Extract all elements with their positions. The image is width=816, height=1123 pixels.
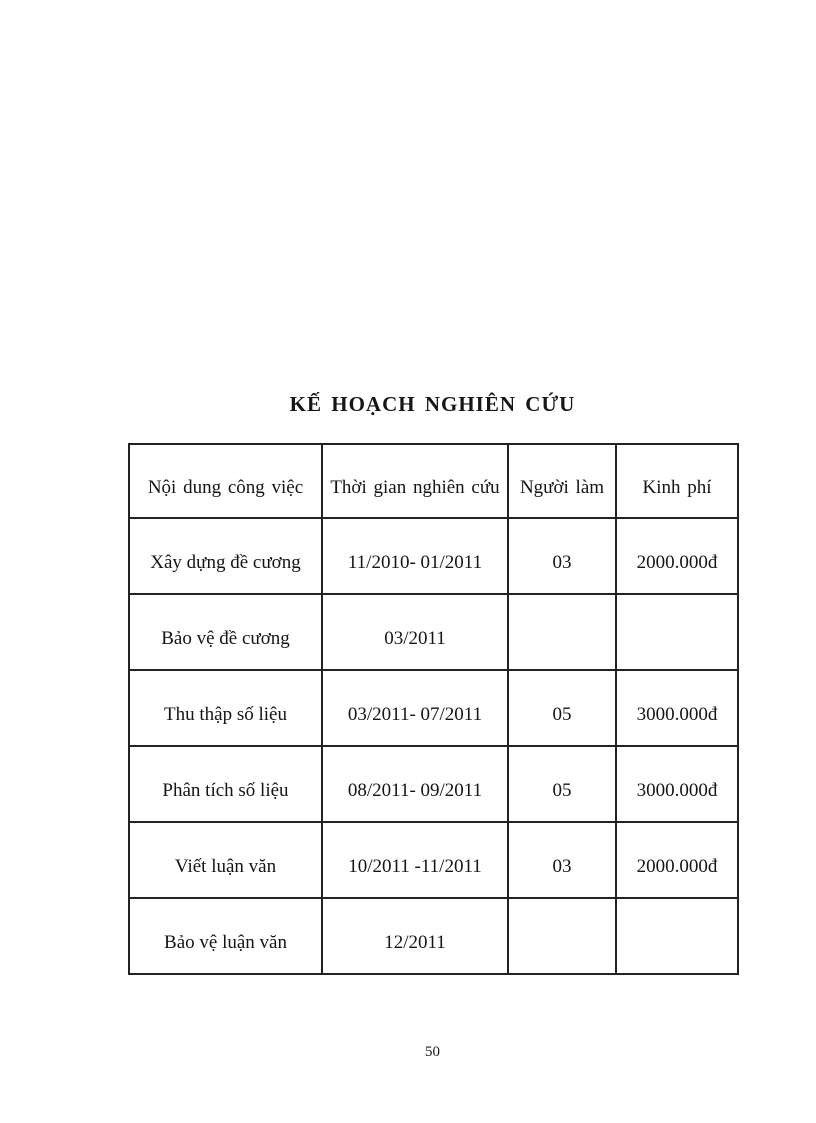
page-number: 50 — [425, 1044, 440, 1060]
table-cell: 3000.000đ — [615, 745, 739, 823]
table-row: Viết luận văn 10/2011 -11/2011 03 2000.000đ — [128, 821, 739, 899]
page-title: KẾ HOẠCH NGHIÊN CỨU — [289, 392, 576, 416]
table-cell: 11/2010- 01/2011 — [321, 517, 509, 595]
research-plan-table: Nội dung công việc Thời gian nghiên cứu Ng… — [128, 443, 739, 975]
table-cell: 2000.000đ — [615, 517, 739, 595]
table-cell: 12/2011 — [321, 897, 509, 975]
table-cell: 10/2011 -11/2011 — [321, 821, 509, 899]
table-row: Xây dựng đề cương 11/2010- 01/2011 03 2000.… — [128, 517, 739, 595]
table-cell: Bảo vệ luận văn — [128, 897, 323, 975]
table-row: Bảo vệ đề cương 03/2011 — [128, 593, 739, 671]
table-cell: 2000.000đ — [615, 821, 739, 899]
column-header: Nội dung công việc — [128, 443, 323, 519]
table-cell — [507, 593, 617, 671]
page-content: KẾ HOẠCH NGHIÊN CỨU Nội dung công việc Th… — [128, 0, 739, 1061]
table-cell: 03/2011- 07/2011 — [321, 669, 509, 747]
table-cell: Xây dựng đề cương — [128, 517, 323, 595]
column-header: Thời gian nghiên cứu — [321, 443, 509, 519]
table-row: Bảo vệ luận văn 12/2011 — [128, 897, 739, 975]
table-cell — [615, 593, 739, 671]
table-cell: 08/2011- 09/2011 — [321, 745, 509, 823]
table-cell — [615, 897, 739, 975]
table-cell: Bảo vệ đề cương — [128, 593, 323, 671]
table-header-row: Nội dung công việc Thời gian nghiên cứu Ng… — [128, 443, 739, 519]
table-cell: Thu thập số liệu — [128, 669, 323, 747]
table-cell: 05 — [507, 745, 617, 823]
table-cell: 03 — [507, 821, 617, 899]
table-cell: 3000.000đ — [615, 669, 739, 747]
table-cell: Phân tích số liệu — [128, 745, 323, 823]
table-cell — [507, 897, 617, 975]
column-header: Kinh phí — [615, 443, 739, 519]
table-cell: 03 — [507, 517, 617, 595]
table-row: Thu thập số liệu 03/2011- 07/2011 05 3000.0… — [128, 669, 739, 747]
table-cell: 03/2011 — [321, 593, 509, 671]
table-cell: 05 — [507, 669, 617, 747]
table-row: Phân tích số liệu 08/2011- 09/2011 05 3000.… — [128, 745, 739, 823]
column-header: Người làm — [507, 443, 617, 519]
table-cell: Viết luận văn — [128, 821, 323, 899]
table-body: Xây dựng đề cương 11/2010- 01/2011 03 2000.… — [128, 517, 739, 975]
